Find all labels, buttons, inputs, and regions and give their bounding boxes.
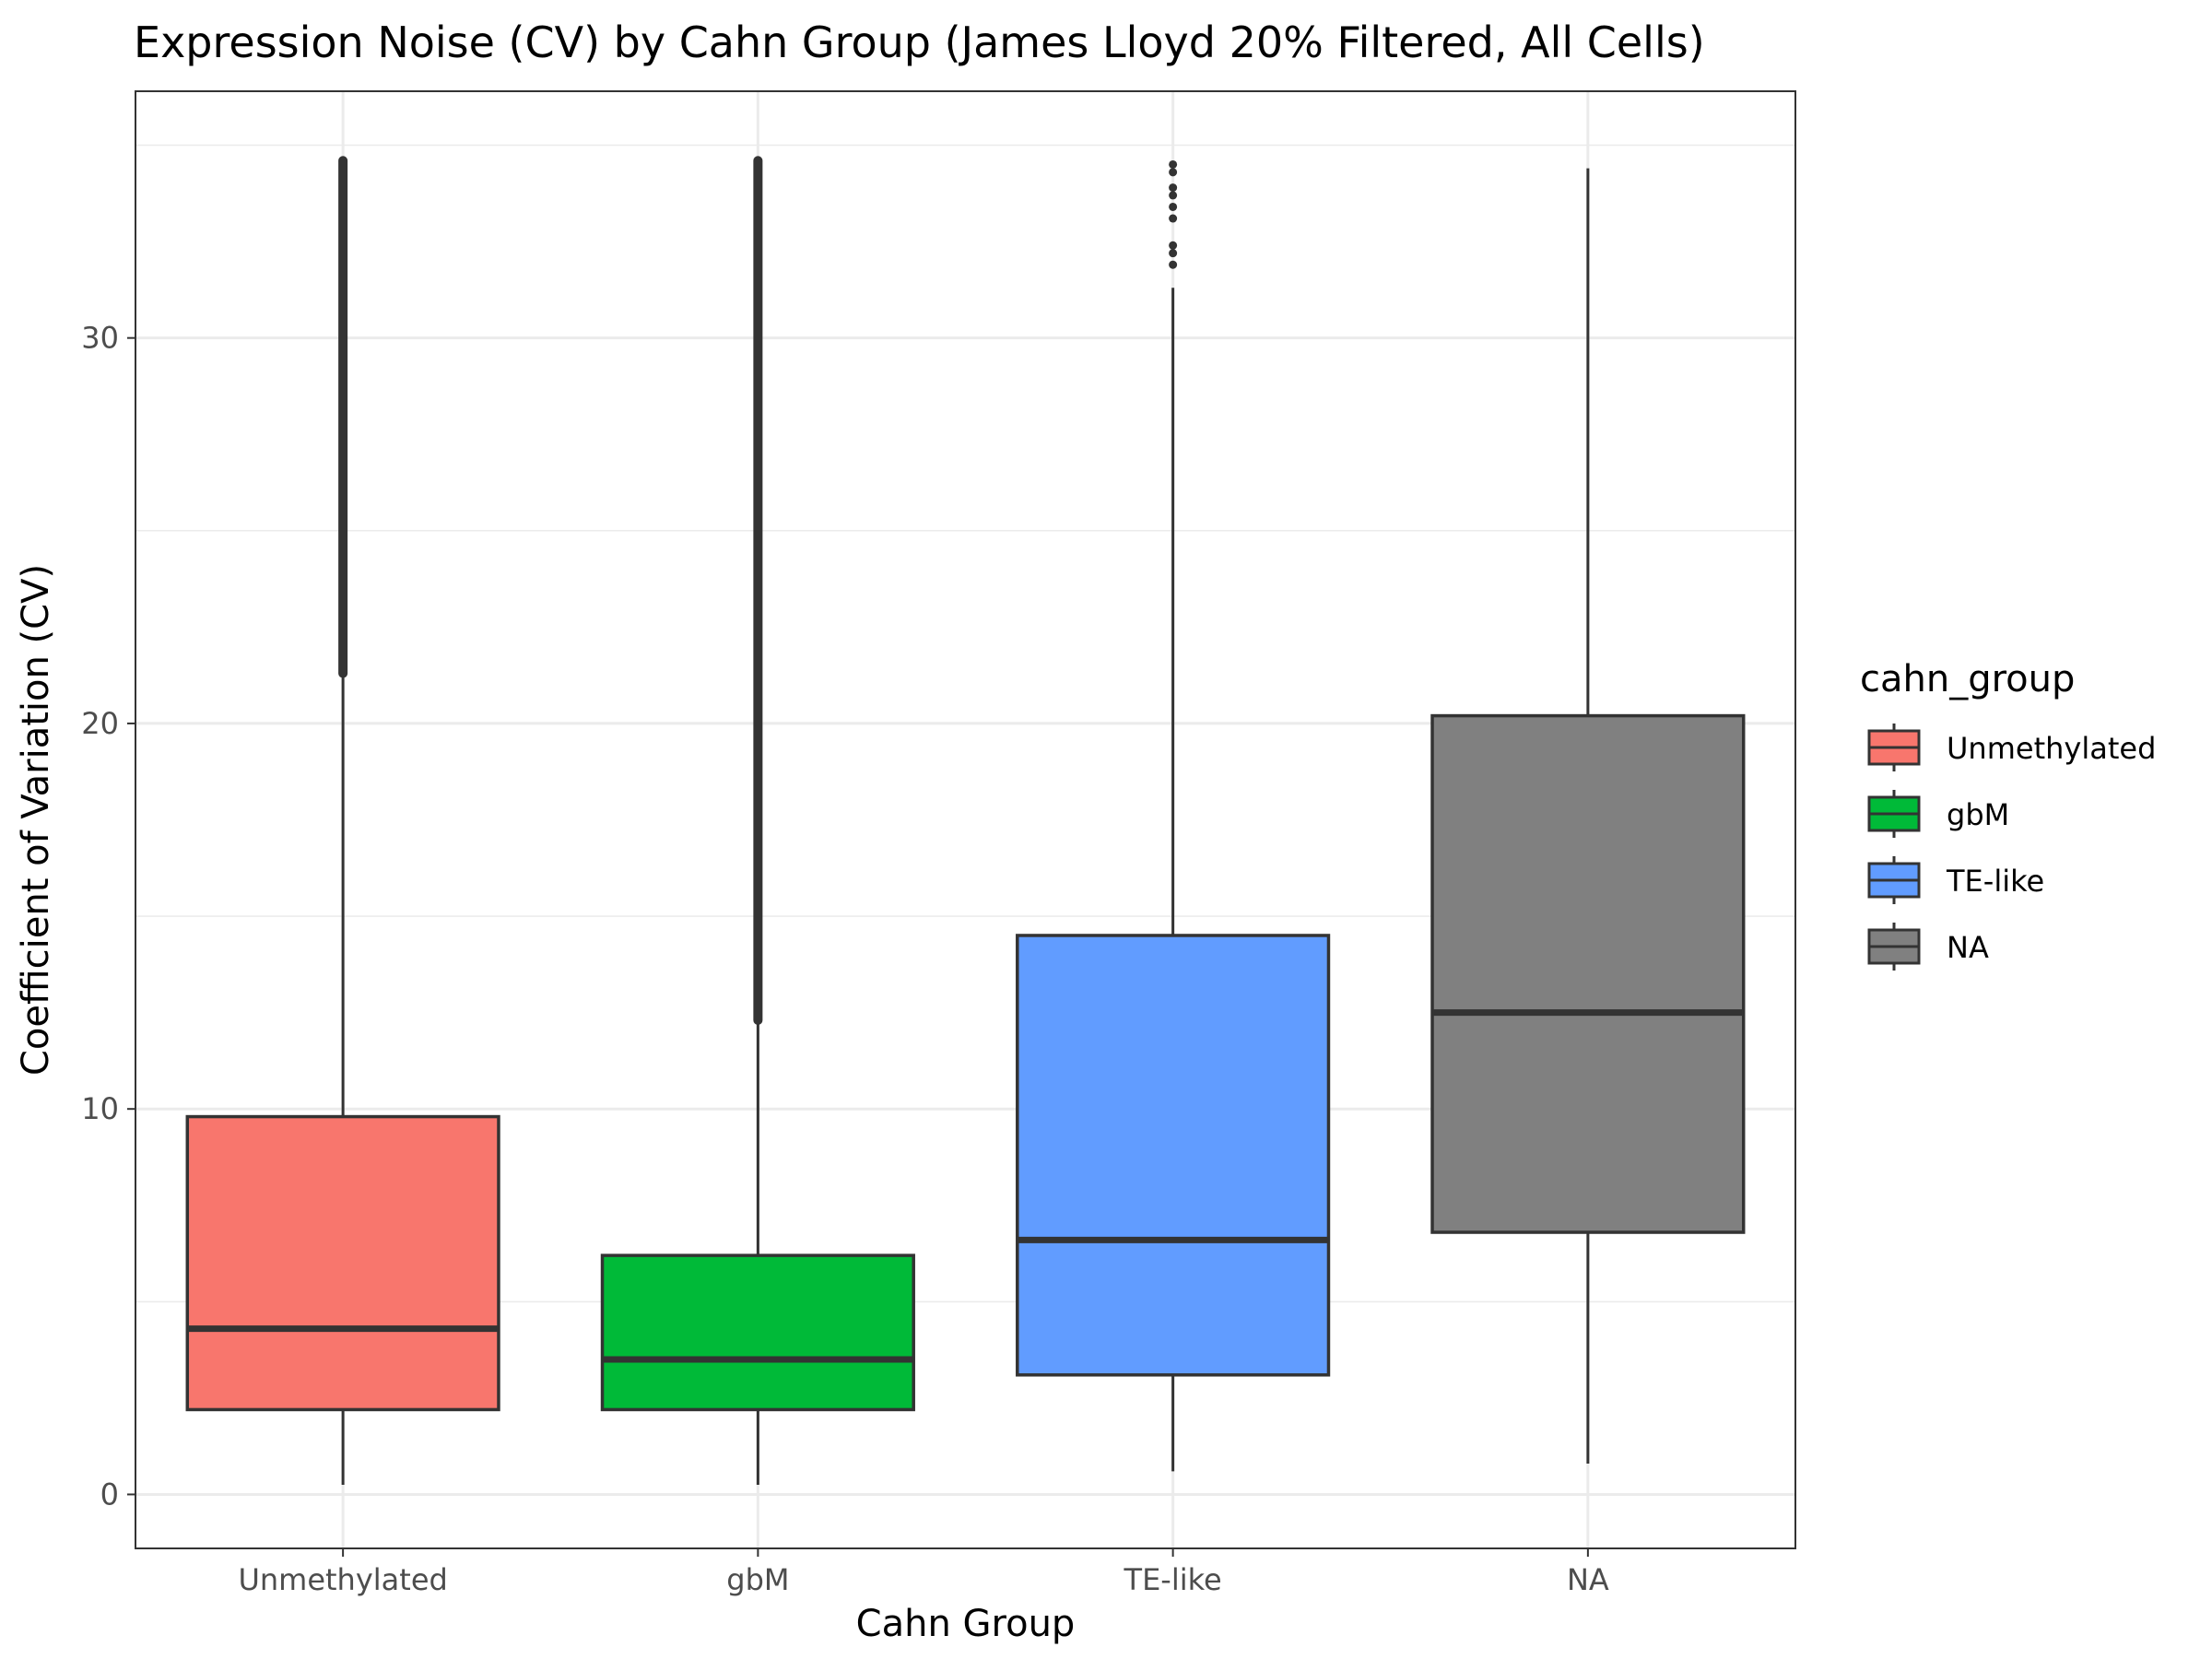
legend-title: cahn_group [1860, 658, 2075, 700]
outlier-point [1169, 191, 1178, 200]
x-tick-label: TE-like [1124, 1562, 1222, 1597]
x-axis-title: Cahn Group [856, 1603, 1076, 1645]
legend-label: NA [1947, 930, 1989, 965]
y-tick-label: 30 [81, 321, 119, 356]
legend-label: gbM [1947, 797, 2009, 832]
outliers [338, 156, 1178, 1025]
x-tick-label: gbM [726, 1562, 789, 1597]
y-tick-label: 0 [100, 1477, 119, 1512]
box-unmethylated [185, 1114, 500, 1412]
outlier-point [1169, 260, 1178, 269]
box-na [1430, 713, 1746, 1234]
y-tick-label: 10 [81, 1091, 119, 1126]
legend-label: TE-like [1946, 864, 2044, 899]
outlier-point [1169, 159, 1178, 169]
outlier-point [1169, 168, 1178, 177]
axes: 0 10 20 30 Unmethylated gbM TE-like NA [81, 321, 1609, 1597]
x-tick-label: Unmethylated [238, 1562, 447, 1597]
box-te-like [1016, 934, 1331, 1377]
outlier-point [1169, 183, 1178, 193]
outlier-point [1169, 214, 1178, 223]
outlier-point [1169, 249, 1178, 258]
chart-title: Expression Noise (CV) by Cahn Group (Jam… [134, 18, 1705, 67]
plot-panel-border [135, 90, 1796, 1549]
y-tick-label: 20 [81, 706, 119, 741]
legend: cahn_group Unmethylated gbM TE-like NA [1860, 658, 2156, 971]
x-tick-label: NA [1567, 1562, 1609, 1597]
legend-label: Unmethylated [1947, 731, 2156, 766]
boxes [185, 168, 1746, 1485]
y-axis-title: Coefficient of Variation (CV) [15, 564, 57, 1076]
outlier-point [1169, 241, 1178, 250]
box-gbm [600, 1253, 915, 1412]
outlier-point [1169, 202, 1178, 211]
